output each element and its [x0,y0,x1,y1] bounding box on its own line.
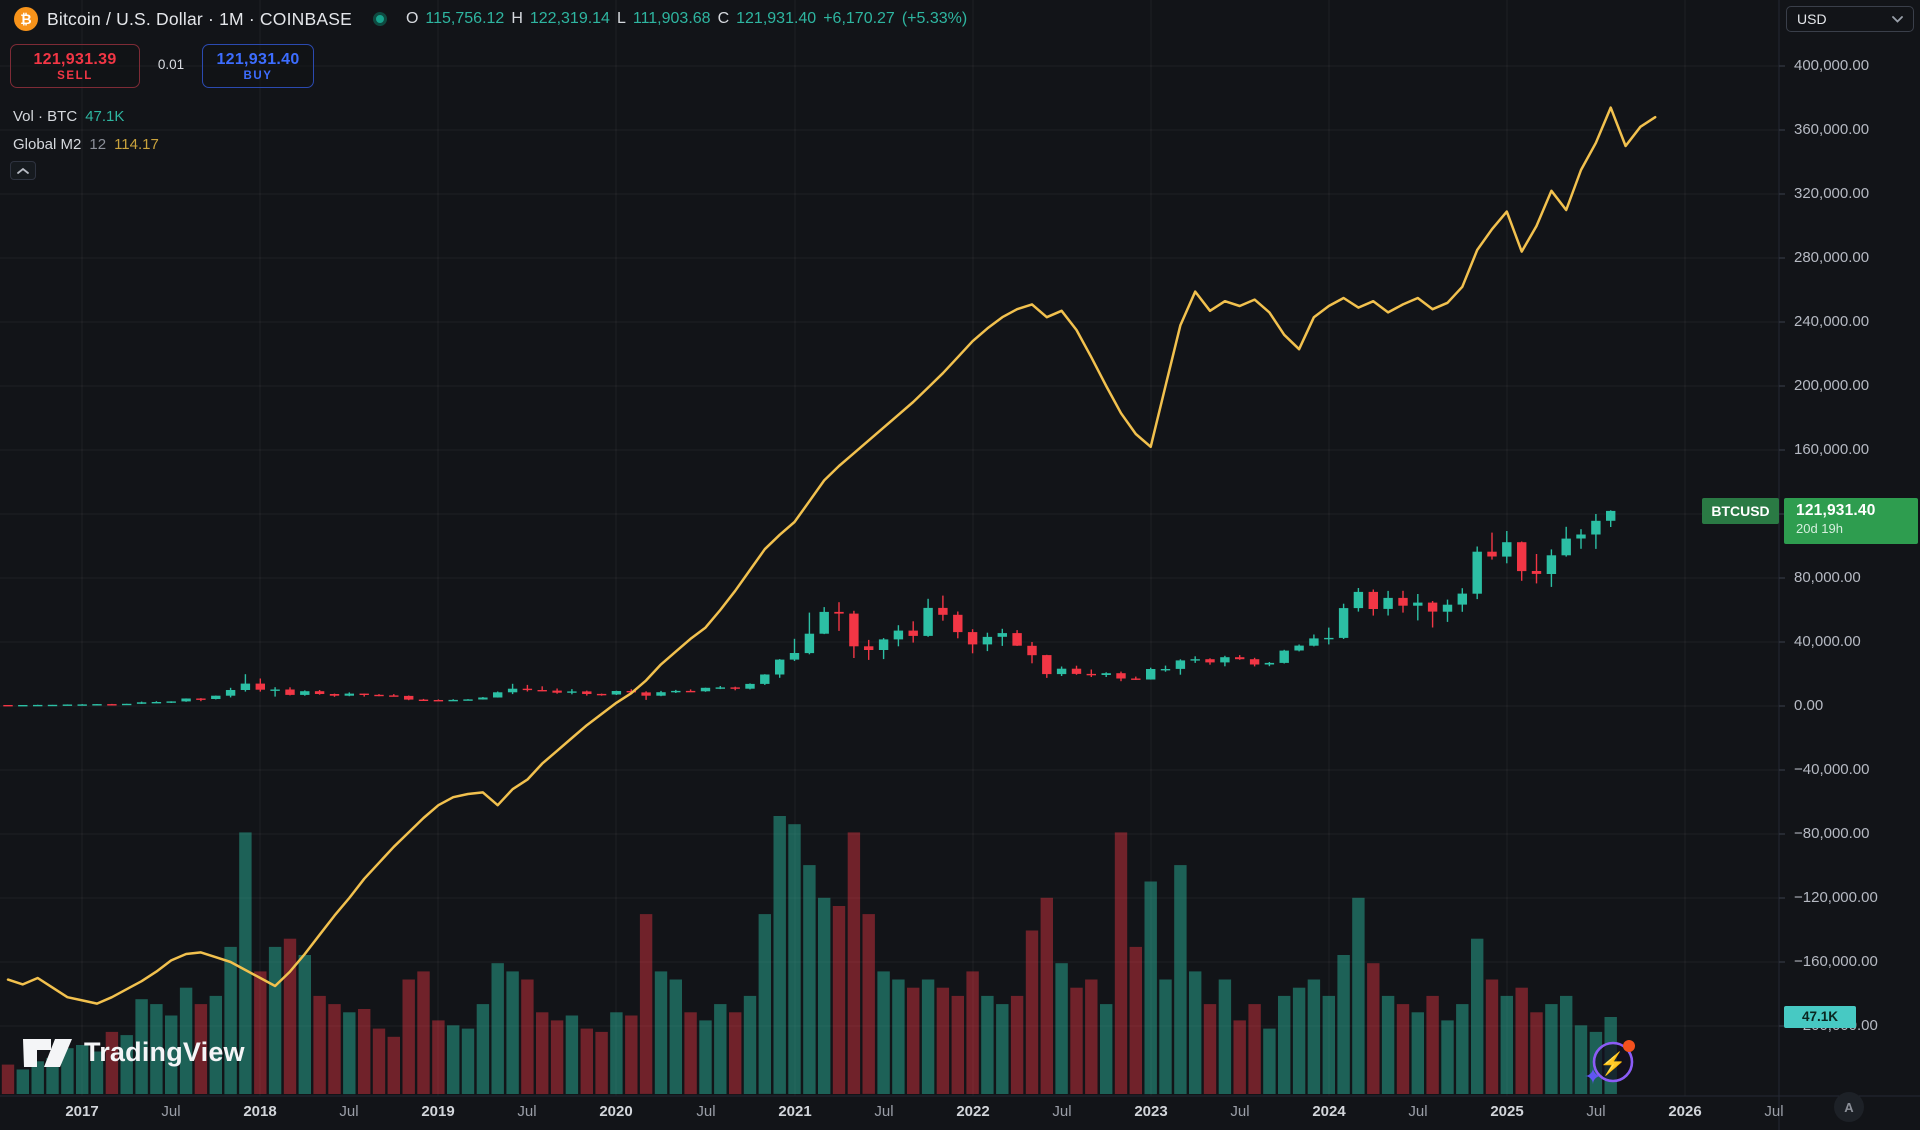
chevron-down-icon [1892,15,1903,23]
price-axis[interactable] [1780,0,1920,1095]
time-tick-label: Jul [1230,1103,1250,1120]
chart-header: ₿ Bitcoin / U.S. Dollar · 1M · COINBASE … [14,5,967,33]
price-tick-label: 160,000.00 [1794,441,1870,458]
price-tick-label: 360,000.00 [1794,121,1870,138]
price-tick-label: −160,000.00 [1794,953,1878,970]
spread-value: 0.01 [157,57,185,72]
buy-price: 121,931.40 [216,50,300,68]
price-tick-label: 240,000.00 [1794,313,1870,330]
tradingview-logo[interactable]: TradingView [22,1037,245,1068]
time-tick-label: 2023 [1134,1103,1168,1120]
price-tick-label: 320,000.00 [1794,185,1870,202]
symbol-tag: BTCUSD [1702,497,1779,524]
time-tick-label: Jul [874,1103,894,1120]
sell-price: 121,931.39 [33,50,117,68]
time-tick-label: Jul [161,1103,181,1120]
ohlc-readout: O 115,756.12 H 122,319.14 L 111,903.68 C 121… [406,10,967,28]
last-price-badge: 121,931.40 20d 19h [1784,497,1918,544]
open-label: O [405,10,419,27]
time-tick-label: Jul [1052,1103,1072,1120]
change-value: +6,170.27 [823,10,895,27]
buy-label: BUY [243,69,273,82]
time-tick-label: Jul [1764,1103,1784,1120]
time-tick-label: Jul [517,1103,537,1120]
sparkle-icon: ✦ [1584,1064,1602,1089]
symbol-title[interactable]: Bitcoin / U.S. Dollar · 1M · COINBASE [47,8,352,29]
bar-countdown: 20d 19h [1796,520,1843,536]
time-tick-label: Jul [1586,1103,1606,1120]
price-tick-label: 400,000.00 [1794,57,1870,74]
time-tick-label: 2026 [1668,1103,1702,1120]
time-tick-label: Jul [696,1103,716,1120]
time-tick-label: Jul [1408,1103,1428,1120]
chevron-up-icon [17,167,29,174]
time-tick-label: 2021 [778,1103,812,1120]
tradingview-mark-icon [23,1038,72,1067]
price-tick-label: 280,000.00 [1794,249,1870,266]
sell-label: SELL [57,69,93,82]
time-tick-label: 2017 [65,1103,99,1120]
currency-value: USD [1797,11,1827,27]
price-tick-label: −120,000.00 [1794,889,1878,906]
legend-m2-row[interactable]: Global M2 12 114.17 [13,136,159,153]
time-tick-label: 2020 [599,1103,633,1120]
legend-volume-row[interactable]: Vol · BTC 47.1K [13,108,124,125]
price-tick-label: 200,000.00 [1794,377,1870,394]
volume-label: Vol · BTC [13,108,78,125]
low-value: 111,903.68 [632,10,711,27]
price-tick-label: −80,000.00 [1794,825,1870,842]
buy-button[interactable]: 121,931.40 BUY [202,44,314,88]
m2-value: 114.17 [114,136,159,153]
high-label: H [511,10,523,27]
market-status-icon[interactable] [372,12,387,26]
time-tick-label: 2024 [1312,1103,1346,1120]
m2-param: 12 [89,136,107,153]
auto-scale-button[interactable]: A [1834,1092,1864,1122]
currency-dropdown[interactable]: USD [1786,6,1914,32]
m2-label: Global M2 [13,136,82,153]
close-label: C [717,10,730,27]
bolt-icon: ⚡ [1599,1051,1626,1077]
legend-collapse-button[interactable] [10,161,36,180]
price-tick-label: −40,000.00 [1794,761,1870,778]
tradingview-wordmark: TradingView [84,1037,245,1067]
time-tick-label: 2025 [1490,1103,1524,1120]
bitcoin-icon: ₿ [14,7,38,31]
flash-boost-icon[interactable]: ⚡ ✦ [1580,1032,1642,1099]
low-label: L [616,10,626,27]
volume-value: 47.1K [85,108,125,125]
notification-dot [1623,1040,1635,1052]
sell-button[interactable]: 121,931.39 SELL [10,44,140,88]
price-tick-label: 80,000.00 [1794,569,1861,586]
volume-badge: 47.1K [1784,1005,1856,1028]
last-price-value: 121,931.40 [1796,501,1876,519]
close-value: 121,931.40 [736,10,817,27]
time-tick-label: 2018 [243,1103,277,1120]
time-tick-label: Jul [339,1103,359,1120]
change-percent: (+5.33%) [901,10,968,27]
time-tick-label: 2019 [421,1103,455,1120]
open-value: 115,756.12 [425,10,505,27]
price-tick-label: 0.00 [1794,697,1824,714]
time-tick-label: 2022 [956,1103,990,1120]
price-tick-label: 40,000.00 [1794,633,1861,650]
high-value: 122,319.14 [529,10,610,27]
